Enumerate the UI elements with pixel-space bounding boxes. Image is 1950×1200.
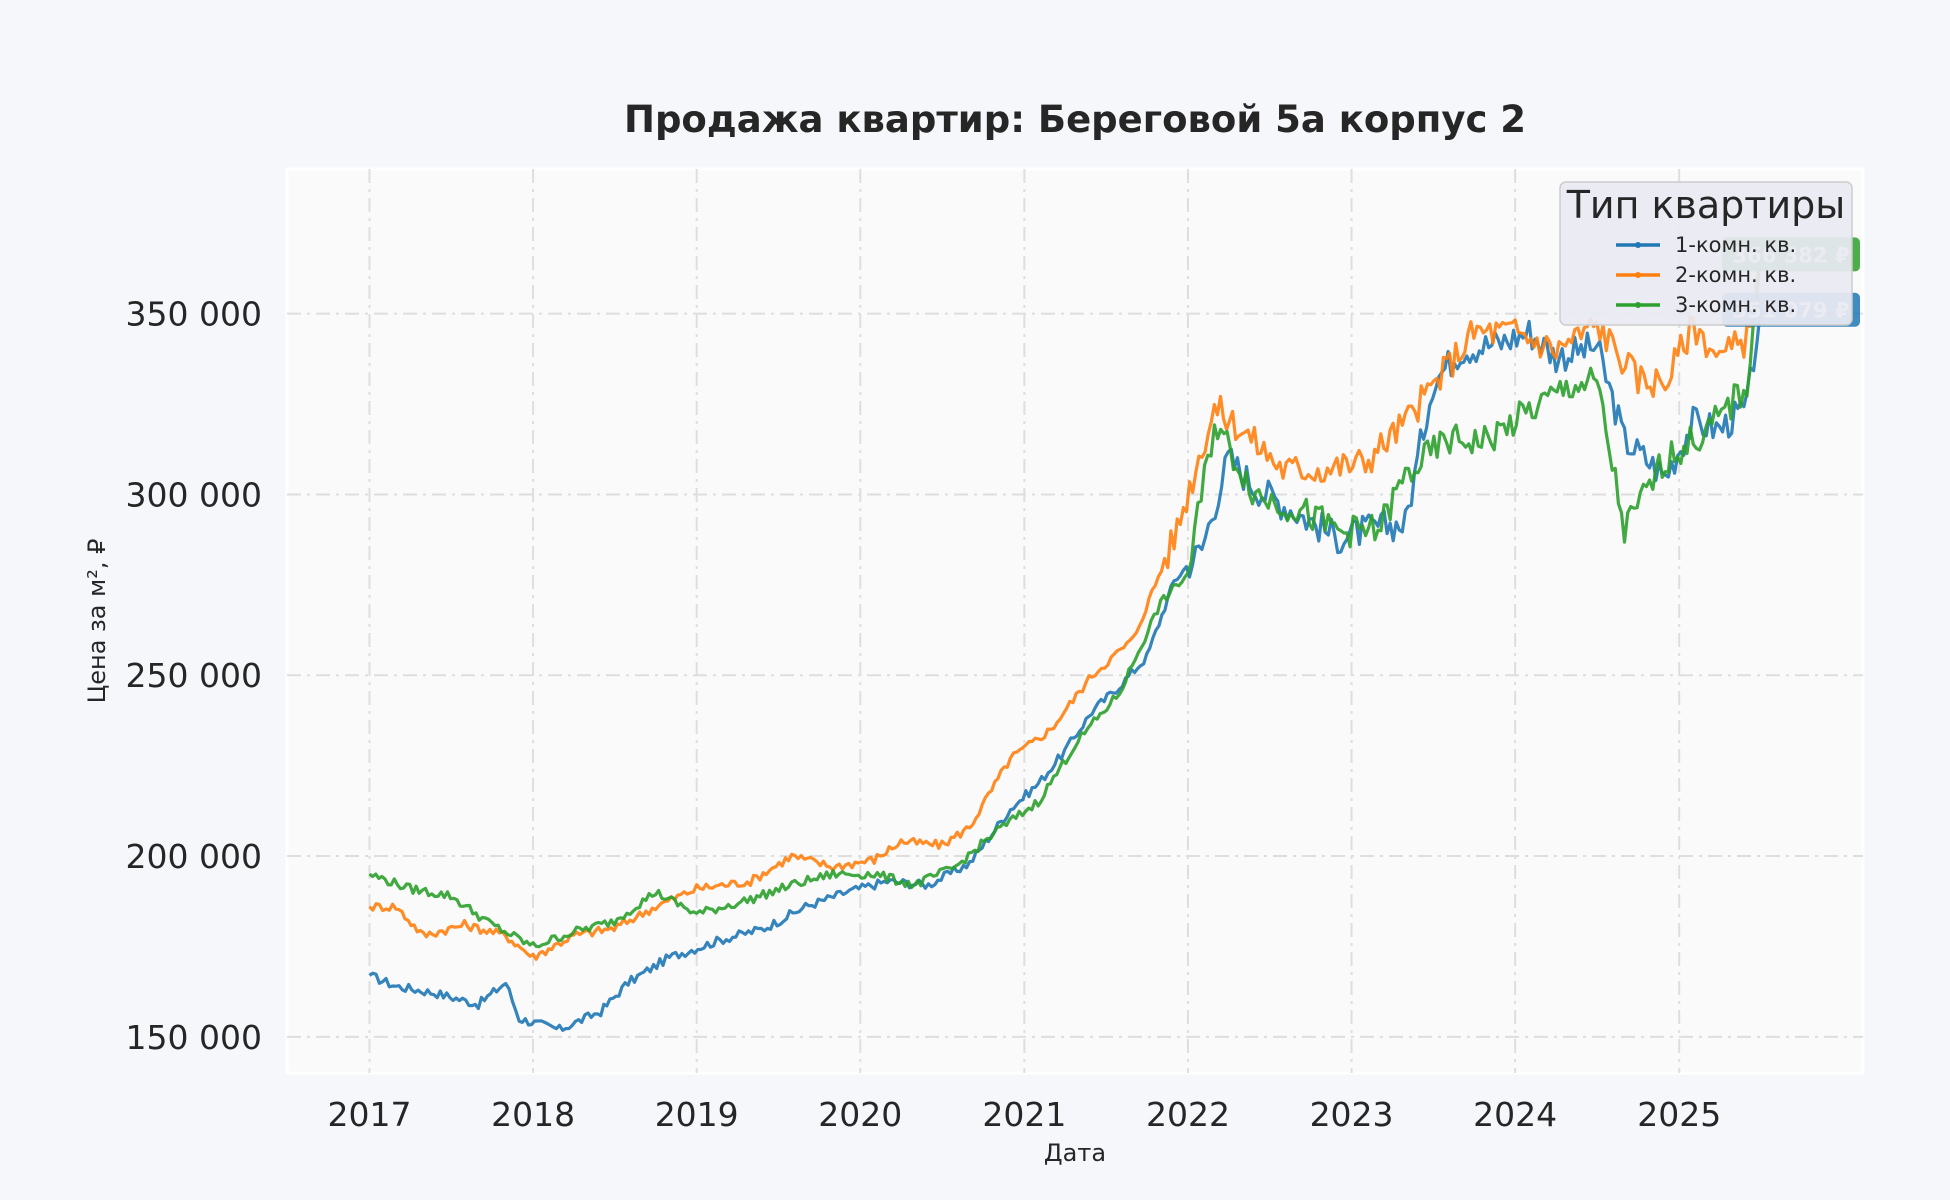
x-tick-label: 2025 xyxy=(1637,1095,1721,1134)
legend: Тип квартиры 1-комн. кв. 2-комн. кв. 3-ком… xyxy=(1559,181,1853,326)
y-tick-label: 250 000 xyxy=(126,656,262,695)
x-tick-label: 2024 xyxy=(1473,1095,1557,1134)
series-line-2 xyxy=(368,254,1762,961)
y-tick-label: 150 000 xyxy=(126,1018,262,1057)
legend-label: 3-комн. кв. xyxy=(1675,293,1796,317)
legend-marker xyxy=(1635,302,1641,308)
grid xyxy=(287,169,1863,1073)
x-tick-label: 2018 xyxy=(491,1095,575,1134)
legend-label: 1-комн. кв. xyxy=(1675,233,1796,257)
x-axis-label: Дата xyxy=(1044,1139,1106,1167)
legend-marker xyxy=(1635,272,1641,278)
series-line-3 xyxy=(368,254,1762,949)
y-tick-label: 350 000 xyxy=(126,295,262,334)
series-line-1 xyxy=(368,309,1762,1032)
series-layer xyxy=(368,254,1762,1032)
x-tick-label: 2019 xyxy=(655,1095,739,1134)
y-tick-label: 200 000 xyxy=(126,837,262,876)
legend-label: 2-комн. кв. xyxy=(1675,263,1796,287)
chart-title: Продажа квартир: Береговой 5а корпус 2 xyxy=(624,98,1526,141)
y-tick-label: 300 000 xyxy=(126,475,262,514)
x-tick-label: 2022 xyxy=(1146,1095,1230,1134)
x-tick-label: 2020 xyxy=(818,1095,902,1134)
x-axis-ticks: 2017 2018 2019 2020 2021 2022 2023 2024 2025 xyxy=(327,1095,1721,1134)
legend-items: 1-комн. кв. 2-комн. кв. 3-комн. кв. xyxy=(1616,233,1796,317)
legend-title: Тип квартиры xyxy=(1566,183,1846,227)
legend-box xyxy=(1559,181,1853,326)
x-tick-label: 2023 xyxy=(1310,1095,1394,1134)
x-tick-label: 2021 xyxy=(982,1095,1066,1134)
y-axis-label: Цена за м², ₽ xyxy=(83,539,111,704)
legend-marker xyxy=(1635,242,1641,248)
x-tick-label: 2017 xyxy=(327,1095,411,1134)
y-axis-ticks: 150 000 200 000 250 000 300 000 350 000 xyxy=(126,295,262,1057)
